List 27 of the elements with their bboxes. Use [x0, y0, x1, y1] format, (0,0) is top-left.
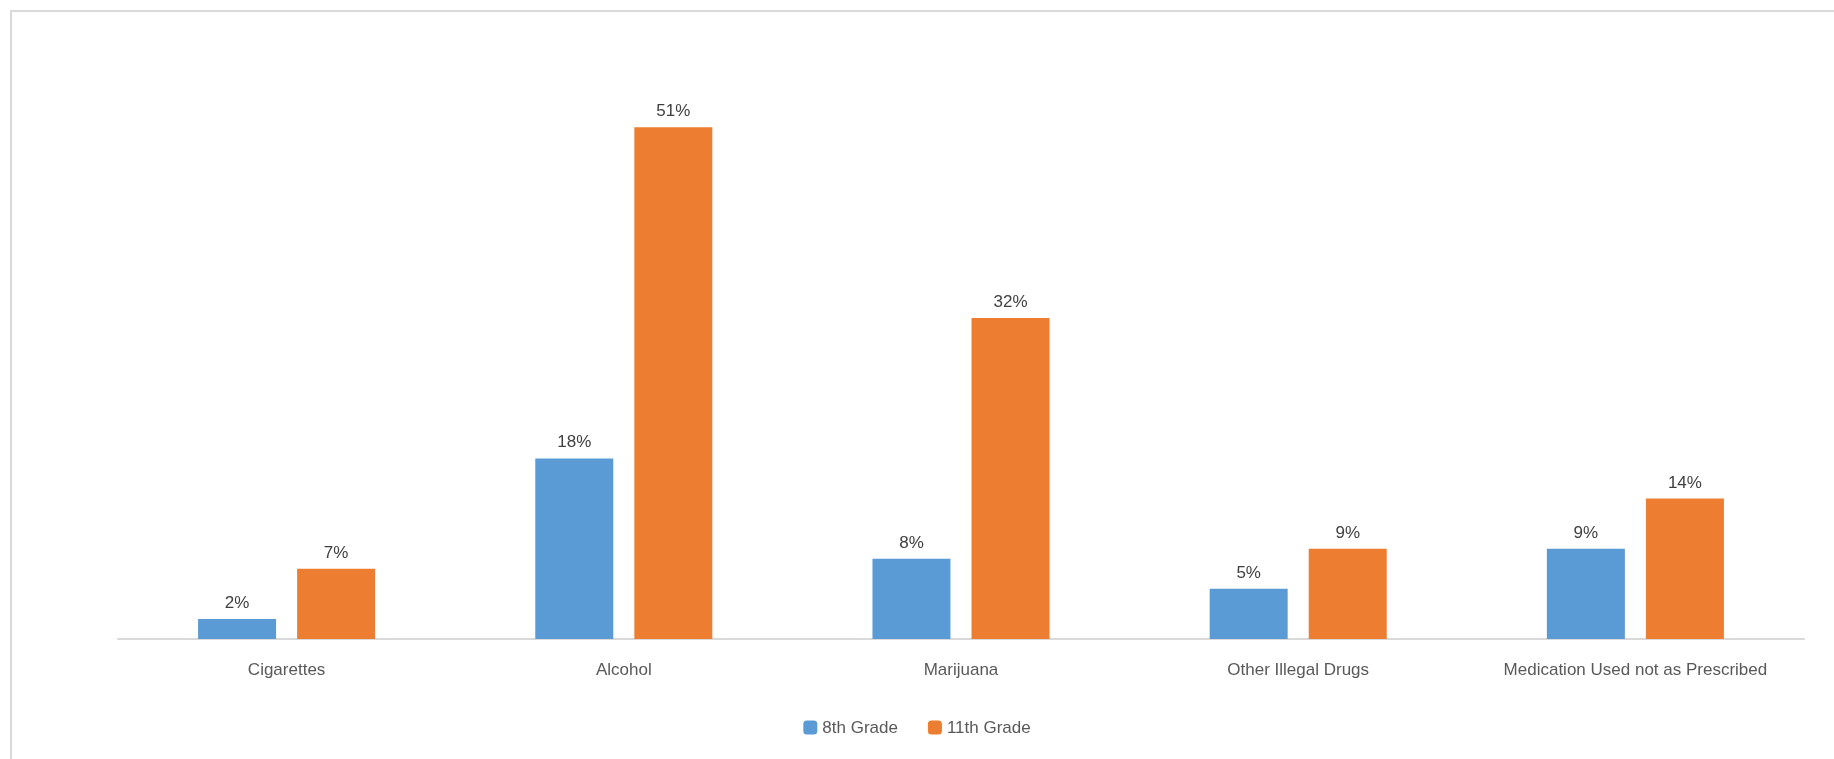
bar — [297, 568, 376, 639]
x-tick-label: Other Illegal Drugs — [1227, 660, 1370, 679]
bar — [1645, 498, 1724, 639]
data-label: 9% — [1335, 522, 1361, 542]
x-tick-label: Alcohol — [595, 660, 652, 679]
data-label: 7% — [323, 542, 349, 562]
data-label: 9% — [1573, 522, 1599, 542]
x-tick-label: Marijuana — [923, 660, 999, 679]
legend-label: 8th Grade — [822, 718, 898, 737]
bar — [1209, 588, 1288, 639]
data-label: 2% — [224, 592, 250, 612]
bar — [535, 458, 614, 639]
data-label: 51% — [656, 101, 691, 121]
bar — [198, 618, 277, 639]
legend-label: 11th Grade — [946, 718, 1031, 737]
data-label: 5% — [1236, 562, 1261, 582]
data-label: 32% — [993, 291, 1028, 311]
bar — [872, 558, 951, 639]
x-tick-label: Cigarettes — [247, 660, 326, 679]
data-label: 14% — [1667, 472, 1702, 492]
bar — [971, 317, 1050, 639]
data-label: 18% — [557, 432, 592, 452]
bar — [1546, 548, 1625, 639]
bar — [634, 127, 713, 639]
data-label: 8% — [899, 532, 924, 552]
bar — [1308, 548, 1387, 639]
x-tick-label: Medication Used not as Prescribed — [1503, 660, 1768, 679]
